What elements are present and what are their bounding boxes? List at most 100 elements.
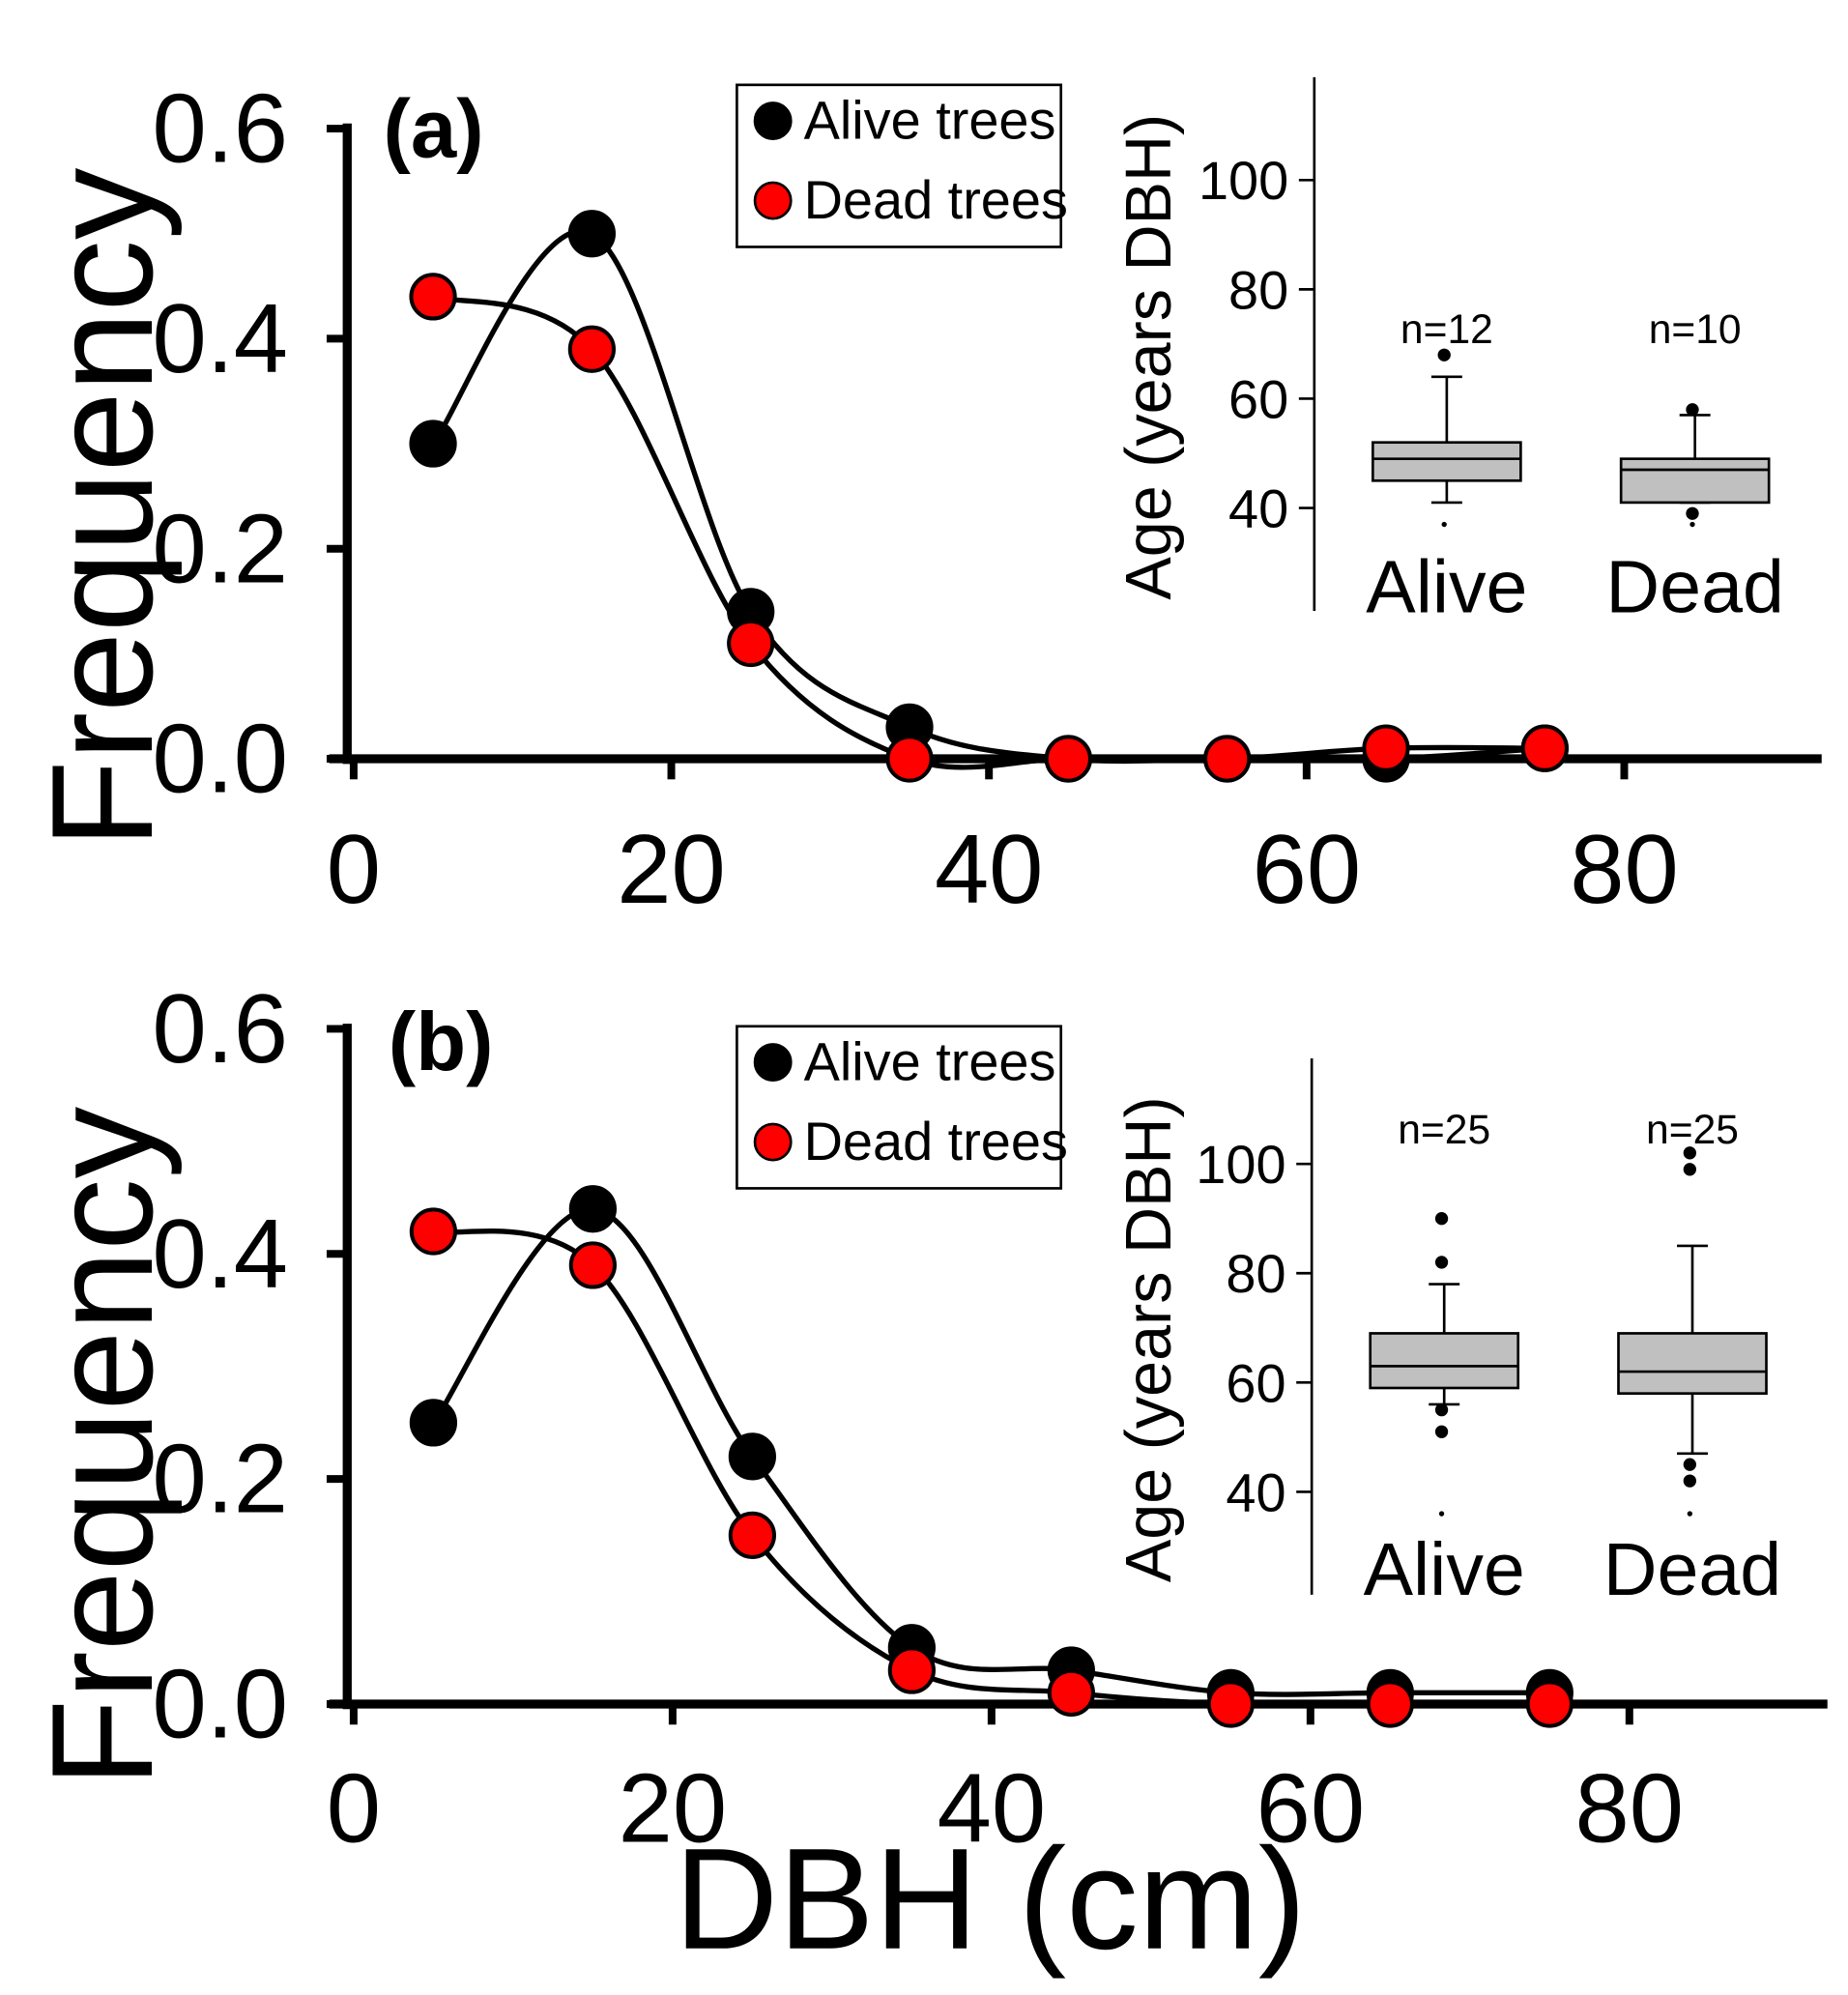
x-tick-label: 80 [1570, 815, 1678, 924]
x-tick-label: 40 [935, 815, 1043, 924]
panel-label: (b) [389, 997, 494, 1088]
alive-data-point [567, 210, 617, 258]
legend-box [736, 1025, 1063, 1190]
alive-data-point [728, 1432, 776, 1481]
inset-tick-label: 80 [1228, 259, 1288, 320]
alive-legend-marker [753, 1043, 793, 1082]
outlier-point [1441, 521, 1447, 528]
dead-data-point [409, 273, 457, 321]
dead-data-point [728, 1511, 776, 1559]
panel-b: 0.0 0.2 0.4 0.6 0 20 40 60 80 Frequency (b) Alive t… [21, 974, 1828, 1863]
dead-data-point [887, 1646, 936, 1694]
x-axis-label: DBH (cm) [675, 1818, 1307, 1980]
x-tick-label: 20 [617, 815, 725, 924]
inset-tick-label: 40 [1226, 1461, 1285, 1522]
outlier-point [1687, 1511, 1693, 1517]
legend-box [736, 83, 1063, 248]
outlier-point [1683, 1146, 1696, 1160]
legend-entry: Alive trees [804, 1031, 1056, 1092]
x-tick-label: 0 [327, 1753, 381, 1863]
dead-data-point [727, 619, 775, 668]
outlier-point [1683, 1458, 1696, 1471]
x-tick-label: 0 [327, 815, 381, 924]
alive-data-point [568, 1185, 617, 1233]
legend-entry: Alive trees [804, 90, 1056, 151]
outlier-point [1438, 1511, 1445, 1517]
dead-data-point [1362, 724, 1410, 772]
dead-data-point [885, 735, 934, 783]
legend-entry: Dead trees [804, 1111, 1068, 1171]
y-tick-label: 0.4 [152, 284, 288, 393]
outlier-point [1437, 348, 1451, 361]
outlier-point [1689, 521, 1695, 528]
y-tick-label: 0.0 [152, 705, 288, 814]
y-tick-label: 0.0 [152, 1650, 288, 1759]
inset-category-label: Dead [1603, 1528, 1781, 1611]
outlier-point [1683, 1163, 1696, 1176]
outlier-point [1434, 1425, 1449, 1438]
sample-size-label: n=25 [1398, 1107, 1490, 1153]
shared-x-label-group: DBH (cm) [675, 1818, 1307, 1980]
y-tick-label: 0.2 [152, 1425, 288, 1534]
dead-legend-marker [753, 1122, 793, 1162]
outlier-point [1686, 506, 1699, 520]
y-axis-label: Frequency [21, 1106, 183, 1787]
legend: Alive trees Dead trees [736, 1025, 1068, 1190]
outlier-point [1434, 1402, 1449, 1417]
box [1617, 1332, 1768, 1395]
box [1619, 457, 1771, 505]
alive-legend-marker [753, 101, 793, 141]
alive-data-point [409, 419, 457, 468]
inset-tick-label: 60 [1226, 1352, 1285, 1413]
y-tick-label: 0.4 [152, 1200, 288, 1309]
dead-data-point [1206, 1680, 1255, 1728]
inset-y-axis-label: Age (years DBH) [1113, 114, 1185, 600]
alive-series-line [430, 228, 1545, 765]
dead-series-line [432, 1229, 1550, 1708]
inset-tick-label: 80 [1226, 1243, 1285, 1304]
alive-data-point [409, 1399, 458, 1447]
dead-data-point [1203, 735, 1252, 783]
dead-series-line [432, 294, 1545, 770]
x-tick-label: 80 [1575, 1753, 1684, 1863]
sample-size-label: n=25 [1646, 1107, 1739, 1153]
y-tick-label: 0.2 [152, 494, 288, 603]
inset-tick-label: 40 [1228, 478, 1288, 539]
box [1369, 1332, 1520, 1390]
inset-category-label: Dead [1605, 545, 1783, 628]
panel-a: 0.0 0.2 0.4 0.6 0 20 40 60 80 Frequency (a) Alive t… [21, 74, 1822, 924]
x-tick-label: 20 [619, 1753, 727, 1863]
outlier-point [1434, 1256, 1449, 1269]
panel-label: (a) [384, 83, 484, 175]
dead-data-point [1525, 1680, 1574, 1728]
inset-category-label: Alive [1366, 545, 1527, 628]
inset-y-axis-label: Age (years DBH) [1113, 1096, 1185, 1582]
inset-tick-label: 100 [1196, 1134, 1285, 1195]
dead-data-point [1520, 724, 1569, 772]
dead-data-point [1044, 735, 1092, 783]
dead-data-point [567, 325, 617, 373]
x-tick-label: 60 [1256, 1753, 1365, 1863]
dead-data-point [568, 1241, 617, 1289]
inset-category-label: Alive [1364, 1528, 1525, 1611]
y-tick-label: 0.6 [152, 974, 288, 1084]
box [1372, 441, 1522, 482]
y-axis-label: Frequency [21, 167, 183, 849]
legend: Alive trees Dead trees [736, 83, 1068, 248]
dead-legend-marker [753, 181, 793, 220]
sample-size-label: n=12 [1400, 306, 1493, 353]
sample-size-label: n=10 [1649, 306, 1742, 353]
dead-data-point [1366, 1680, 1414, 1728]
outlier-point [1434, 1212, 1449, 1226]
outlier-point [1686, 403, 1699, 417]
inset-tick-label: 100 [1198, 150, 1288, 211]
dead-data-point [409, 1207, 458, 1256]
y-tick-label: 0.6 [152, 74, 288, 184]
legend-entry: Dead trees [804, 169, 1068, 230]
x-tick-label: 60 [1253, 815, 1361, 924]
x-tick-label: 40 [938, 1753, 1046, 1863]
inset-tick-label: 60 [1228, 368, 1288, 429]
outlier-point [1683, 1474, 1696, 1488]
